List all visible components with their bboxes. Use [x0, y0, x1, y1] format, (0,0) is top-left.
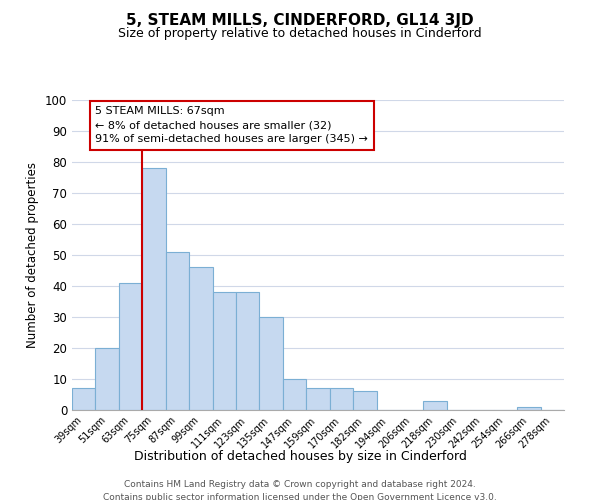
Text: Distribution of detached houses by size in Cinderford: Distribution of detached houses by size …: [134, 450, 466, 463]
Bar: [330, 388, 353, 410]
Bar: [119, 283, 142, 410]
Bar: [236, 292, 259, 410]
Bar: [72, 388, 95, 410]
Bar: [306, 388, 330, 410]
Text: Contains HM Land Registry data © Crown copyright and database right 2024.
Contai: Contains HM Land Registry data © Crown c…: [103, 480, 497, 500]
Y-axis label: Number of detached properties: Number of detached properties: [26, 162, 40, 348]
Bar: [189, 268, 212, 410]
Bar: [424, 400, 447, 410]
Bar: [212, 292, 236, 410]
Bar: [353, 392, 377, 410]
Bar: [142, 168, 166, 410]
Bar: [517, 407, 541, 410]
Text: 5 STEAM MILLS: 67sqm
← 8% of detached houses are smaller (32)
91% of semi-detach: 5 STEAM MILLS: 67sqm ← 8% of detached ho…: [95, 106, 368, 144]
Bar: [166, 252, 189, 410]
Text: 5, STEAM MILLS, CINDERFORD, GL14 3JD: 5, STEAM MILLS, CINDERFORD, GL14 3JD: [126, 12, 474, 28]
Bar: [95, 348, 119, 410]
Bar: [259, 317, 283, 410]
Bar: [283, 379, 306, 410]
Text: Size of property relative to detached houses in Cinderford: Size of property relative to detached ho…: [118, 28, 482, 40]
